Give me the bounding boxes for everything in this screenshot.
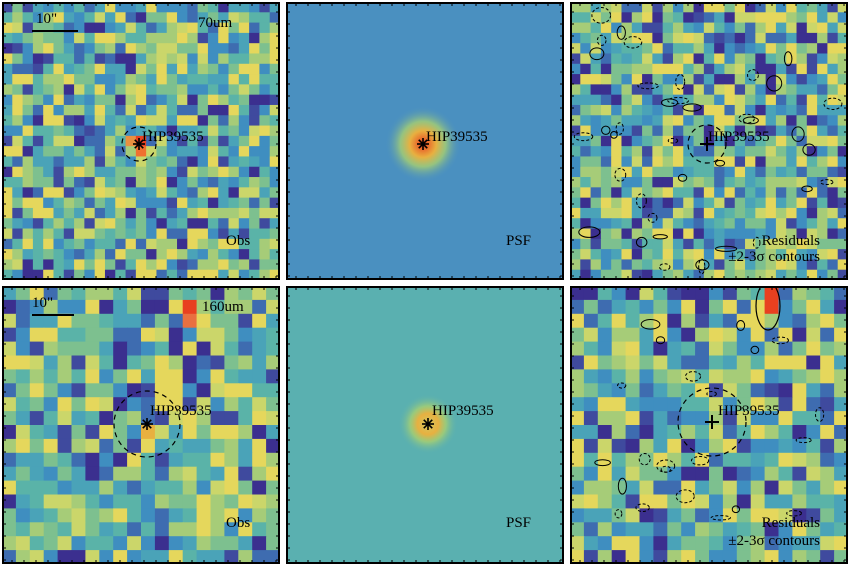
panel-psf-160um: HIP39535 PSF	[286, 286, 564, 564]
panel-caption: Obs	[226, 233, 251, 249]
scale-label: 10"	[36, 11, 58, 27]
psf-70um-map	[286, 2, 564, 280]
panel-caption-line1: Residuals	[761, 515, 820, 531]
source-label: HIP39535	[718, 403, 780, 419]
panel-caption-line2: ±2-3σ contours	[728, 249, 820, 265]
panel-caption-line2: ±2-3σ contours	[728, 533, 820, 549]
obs-160um-map	[2, 286, 280, 564]
residual-160um-map	[570, 286, 848, 564]
panel-obs-70um: 10" 70um HIP39535 Obs	[2, 2, 280, 280]
band-label: 70um	[198, 15, 233, 31]
source-label: HIP39535	[432, 403, 494, 419]
panel-residual-70um: HIP39535 Residuals ±2-3σ contours	[570, 2, 848, 280]
panel-caption: PSF	[506, 515, 532, 531]
band-label: 160um	[202, 299, 244, 315]
psf-160um-map	[286, 286, 564, 564]
source-label: HIP39535	[150, 403, 212, 419]
panel-residual-160um: HIP39535 Residuals ±2-3σ contours	[570, 286, 848, 564]
panel-caption-line1: Residuals	[761, 233, 820, 249]
scale-bar	[32, 314, 74, 316]
source-label: HIP39535	[142, 129, 204, 145]
panel-caption: PSF	[506, 233, 532, 249]
source-label: HIP39535	[708, 129, 770, 145]
scale-bar	[32, 30, 78, 32]
scale-label: 10"	[32, 295, 54, 311]
panel-obs-160um: 10" 160um HIP39535 Obs	[2, 286, 280, 564]
residual-70um-map	[570, 2, 848, 280]
panel-caption: Obs	[226, 515, 251, 531]
source-label: HIP39535	[426, 129, 488, 145]
panel-psf-70um: HIP39535 PSF	[286, 2, 564, 280]
obs-70um-map	[2, 2, 280, 280]
